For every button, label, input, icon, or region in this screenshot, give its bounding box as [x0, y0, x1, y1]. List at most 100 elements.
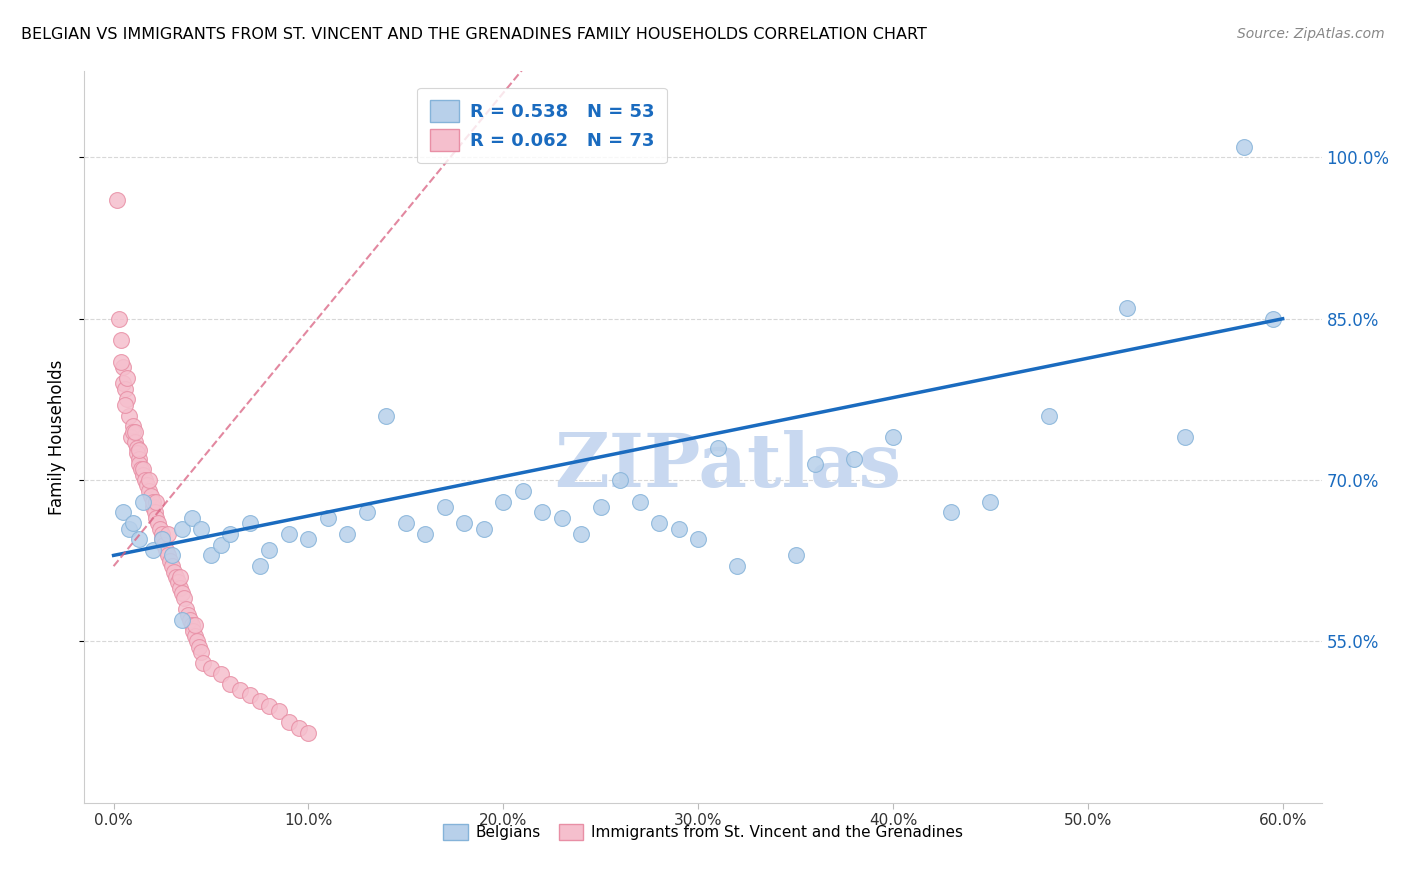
- Point: [120, 430, 142, 444]
- Point: [785, 549, 807, 563]
- Point: [145, 494, 167, 508]
- Point: [148, 516, 170, 530]
- Point: [882, 430, 904, 444]
- Point: [609, 473, 631, 487]
- Point: [184, 618, 207, 632]
- Point: [132, 494, 155, 508]
- Point: [153, 538, 176, 552]
- Point: [124, 425, 146, 439]
- Point: [145, 510, 167, 524]
- Point: [239, 688, 262, 702]
- Point: [122, 516, 145, 530]
- Point: [186, 634, 208, 648]
- Point: [433, 500, 456, 514]
- Point: [122, 425, 145, 439]
- Point: [170, 586, 193, 600]
- Point: [132, 467, 155, 482]
- Point: [453, 516, 475, 530]
- Point: [112, 360, 135, 375]
- Point: [531, 505, 554, 519]
- Point: [259, 698, 281, 713]
- Point: [138, 473, 160, 487]
- Point: [278, 527, 301, 541]
- Point: [941, 505, 963, 519]
- Point: [842, 451, 865, 466]
- Point: [668, 521, 690, 535]
- Point: [128, 457, 150, 471]
- Y-axis label: Family Households: Family Households: [48, 359, 66, 515]
- Text: Source: ZipAtlas.com: Source: ZipAtlas.com: [1237, 27, 1385, 41]
- Point: [128, 533, 150, 547]
- Point: [1261, 311, 1284, 326]
- Point: [188, 640, 211, 654]
- Point: [239, 516, 262, 530]
- Point: [190, 521, 212, 535]
- Point: [180, 618, 202, 632]
- Point: [139, 489, 162, 503]
- Point: [129, 462, 152, 476]
- Point: [128, 442, 150, 457]
- Point: [1115, 301, 1137, 315]
- Point: [143, 505, 166, 519]
- Point: [159, 554, 181, 568]
- Point: [132, 462, 155, 476]
- Point: [134, 473, 156, 487]
- Point: [125, 441, 148, 455]
- Point: [336, 527, 359, 541]
- Point: [229, 682, 252, 697]
- Point: [648, 516, 671, 530]
- Point: [259, 543, 281, 558]
- Point: [287, 721, 309, 735]
- Point: [209, 666, 232, 681]
- Point: [110, 333, 132, 347]
- Point: [125, 446, 148, 460]
- Point: [193, 656, 215, 670]
- Point: [115, 371, 138, 385]
- Point: [138, 483, 160, 498]
- Point: [395, 516, 418, 530]
- Point: [278, 715, 301, 730]
- Point: [804, 457, 827, 471]
- Point: [512, 483, 534, 498]
- Point: [115, 392, 138, 407]
- Point: [200, 661, 222, 675]
- Point: [108, 311, 131, 326]
- Point: [1233, 139, 1256, 153]
- Point: [124, 435, 146, 450]
- Point: [169, 570, 191, 584]
- Point: [114, 398, 136, 412]
- Point: [725, 559, 748, 574]
- Point: [979, 494, 1001, 508]
- Point: [128, 451, 150, 466]
- Point: [174, 602, 197, 616]
- Text: BELGIAN VS IMMIGRANTS FROM ST. VINCENT AND THE GRENADINES FAMILY HOUSEHOLDS CORR: BELGIAN VS IMMIGRANTS FROM ST. VINCENT A…: [21, 27, 927, 42]
- Point: [118, 521, 141, 535]
- Point: [688, 533, 710, 547]
- Point: [249, 559, 271, 574]
- Point: [135, 478, 157, 492]
- Point: [150, 533, 173, 547]
- Point: [472, 521, 495, 535]
- Point: [219, 527, 242, 541]
- Point: [114, 382, 136, 396]
- Point: [142, 543, 165, 558]
- Point: [1174, 430, 1197, 444]
- Point: [112, 505, 135, 519]
- Point: [160, 559, 183, 574]
- Point: [297, 726, 319, 740]
- Point: [180, 510, 202, 524]
- Point: [589, 500, 612, 514]
- Point: [179, 613, 201, 627]
- Point: [142, 494, 165, 508]
- Point: [157, 549, 180, 563]
- Point: [209, 538, 232, 552]
- Point: [356, 505, 378, 519]
- Point: [110, 355, 132, 369]
- Point: [200, 549, 222, 563]
- Point: [249, 693, 271, 707]
- Point: [160, 549, 183, 563]
- Point: [118, 409, 141, 423]
- Point: [269, 705, 291, 719]
- Point: [169, 581, 191, 595]
- Legend: Belgians, Immigrants from St. Vincent and the Grenadines: Belgians, Immigrants from St. Vincent an…: [437, 817, 969, 847]
